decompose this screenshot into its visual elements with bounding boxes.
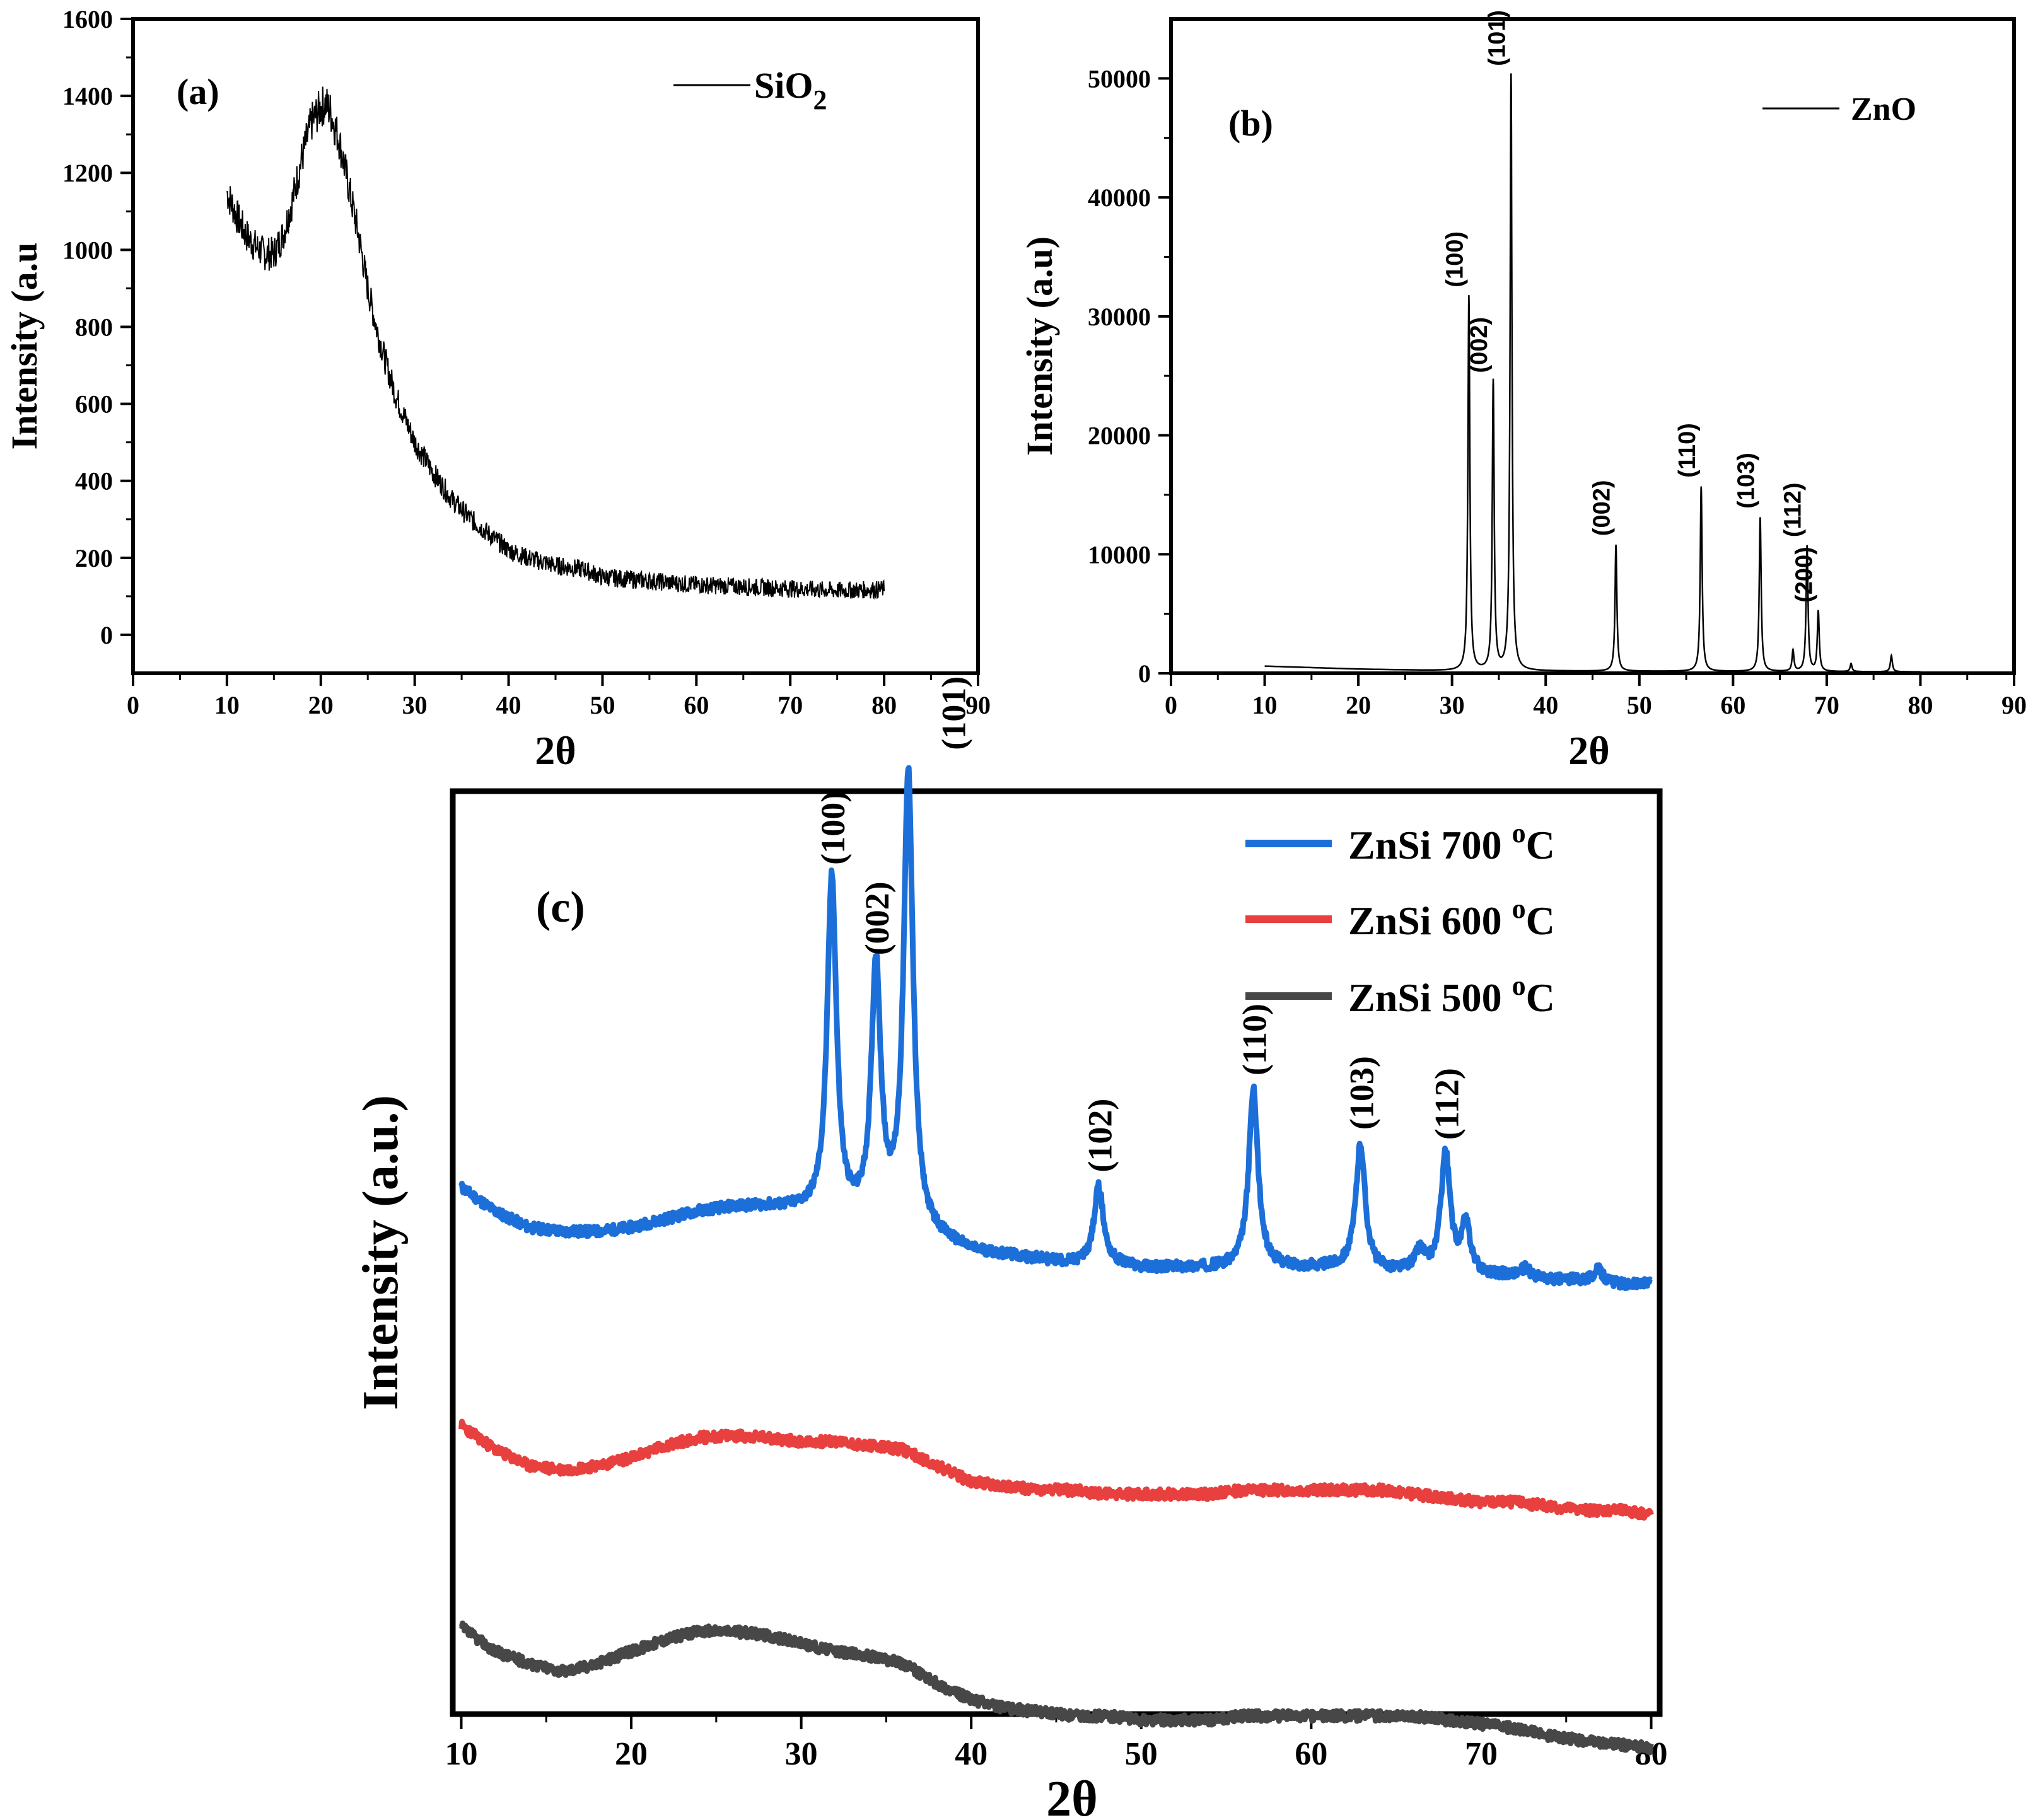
panel-b-peak-label: (103) — [1733, 453, 1759, 509]
panel-c-peak-label: (110) — [1236, 1004, 1274, 1075]
panel-a-y-tick-label: 0 — [100, 621, 113, 649]
panel-b-peak-label: (112) — [1780, 482, 1807, 537]
panel-b-x-tick-label: 10 — [1252, 691, 1278, 719]
panel-c-x-tick-label: 60 — [1295, 1736, 1327, 1772]
panel-a-y-tick-label: 1600 — [62, 5, 113, 33]
panel-b-x-tick-label: 20 — [1346, 691, 1371, 719]
panel-c-legend: ZnSi 700 oC ZnSi 600 oC ZnSi 500 oC — [1245, 818, 1555, 1020]
panel-c-peak-label: (100) — [814, 791, 852, 865]
panel-a-y-tick-label: 400 — [75, 467, 113, 496]
panel-b-peak-label: (200) — [1791, 547, 1818, 603]
panel-c-x-tick-label: 50 — [1125, 1736, 1158, 1772]
panel-b-y-ticks: 0 10000 20000 30000 40000 50000 — [1088, 64, 1171, 688]
panel-a-y-tick-label: 1000 — [62, 236, 113, 264]
panel-a-x-tick-label: 80 — [871, 691, 897, 719]
panel-c-legend-label: ZnSi 700 oC — [1348, 818, 1555, 867]
panel-b-x-tick-label: 80 — [1908, 691, 1933, 719]
panel-c-znsi-chart: 10 20 30 40 50 60 70 80 (100)(002) (101) (102) (11… — [353, 676, 1668, 1820]
panel-c-peak-label: (103) — [1343, 1056, 1381, 1130]
panel-b-peak-label: (002) — [1589, 480, 1616, 536]
panel-c-series-line — [458, 765, 1653, 1292]
panel-c-x-tick-label: 30 — [785, 1736, 818, 1772]
panel-b-x-axis-label: 2θ — [1568, 728, 1609, 773]
panel-a-x-tick-label: 30 — [402, 691, 428, 719]
panel-a-label: (a) — [177, 71, 219, 112]
panel-a-y-tick-label: 1400 — [62, 82, 113, 110]
panel-a-legend-label: SiO2 — [754, 65, 827, 115]
panel-c-peak-labels: (100)(002) (101) (102) (110) (103) (112) — [814, 676, 1465, 1173]
panel-a-x-tick-label: 40 — [496, 691, 521, 719]
panel-b-x-tick-label: 70 — [1814, 691, 1839, 719]
panel-c-peak-label: (101) — [935, 676, 973, 750]
panel-b-zno-line — [1264, 73, 1921, 673]
panel-c-peak-label: (002) — [858, 881, 896, 955]
panel-c-legend-label: ZnSi 600 oC — [1348, 893, 1555, 943]
panel-a-x-axis-label: 2θ — [535, 728, 576, 773]
panel-c-x-ticks: 10 20 30 40 50 60 70 80 — [445, 1714, 1668, 1772]
panel-a-x-tick-label: 10 — [214, 691, 240, 719]
panel-c-x-axis-label: 2θ — [1046, 1771, 1098, 1820]
panel-a-x-tick-label: 90 — [965, 691, 991, 719]
panel-a-x-tick-label: 50 — [590, 691, 615, 719]
panel-a-y-axis-label: Intensity (a.u — [4, 243, 45, 450]
panel-b-peak-label: (002) — [1466, 317, 1493, 373]
panel-a-sio2-chart: 0 10 20 30 40 50 60 70 80 90 0 200 400 600 800 1000 120… — [4, 5, 991, 773]
panel-b-y-tick-label: 10000 — [1088, 540, 1151, 569]
panel-b-peak-label: (101) — [1484, 10, 1510, 66]
panel-b-peak-label: (110) — [1674, 423, 1701, 478]
panel-b-x-tick-label: 50 — [1627, 691, 1652, 719]
panel-b-y-tick-label: 40000 — [1088, 183, 1151, 212]
panel-c-x-tick-label: 20 — [615, 1736, 648, 1772]
panel-b-x-tick-label: 0 — [1165, 691, 1177, 719]
panel-a-y-tick-label: 600 — [75, 390, 113, 419]
panel-a-y-ticks: 0 200 400 600 800 1000 1200 1400 1600 — [62, 5, 133, 649]
panel-b-y-tick-label: 0 — [1138, 659, 1151, 688]
panel-c-label: (c) — [536, 883, 585, 932]
panel-a-y-tick-label: 800 — [75, 313, 113, 341]
panel-a-y-tick-label: 1200 — [62, 159, 113, 187]
panel-c-x-tick-label: 70 — [1465, 1736, 1498, 1772]
panel-a-x-tick-label: 60 — [684, 691, 709, 719]
panel-b-x-ticks: 0 10 20 30 40 50 60 70 80 90 — [1165, 673, 2027, 719]
panel-b-peak-label: (100) — [1442, 231, 1468, 287]
panel-b-y-axis-label: Intensity (a.u) — [1019, 236, 1060, 456]
panel-b-zno-chart: 0 10 20 30 40 50 60 70 80 90 0 10000 20000 30000 4000… — [1019, 10, 2027, 773]
panel-c-series-line — [458, 1418, 1654, 1521]
panel-a-legend: SiO2 — [673, 65, 827, 115]
panel-a-y-tick-label: 200 — [75, 544, 113, 572]
panel-c-legend-label: ZnSi 500 oC — [1348, 970, 1555, 1020]
panel-b-peak-labels: (100) (002) (101) (002) (110) (103) (112) (200) — [1442, 10, 1817, 603]
panel-b-x-tick-label: 90 — [2001, 691, 2027, 719]
panel-a-x-ticks: 0 10 20 30 40 50 60 70 80 90 — [127, 673, 991, 719]
panel-c-x-tick-label: 10 — [445, 1736, 477, 1772]
panel-c-x-tick-label: 40 — [955, 1736, 987, 1772]
panel-b-y-tick-label: 50000 — [1088, 64, 1151, 93]
panel-c-peak-label: (112) — [1428, 1068, 1465, 1140]
panel-c-y-axis-label: Intensity (a.u.) — [353, 1095, 409, 1410]
panel-b-y-tick-label: 20000 — [1088, 422, 1151, 450]
panel-b-x-tick-label: 40 — [1533, 691, 1558, 719]
panel-c-series — [458, 765, 1654, 1756]
panel-a-sio2-line — [226, 86, 885, 600]
panel-b-series — [1264, 73, 1921, 673]
panel-a-x-tick-label: 70 — [778, 691, 803, 719]
panel-b-legend: ZnO — [1762, 91, 1916, 127]
panel-b-x-tick-label: 30 — [1440, 691, 1465, 719]
panel-c-series-line — [458, 1620, 1654, 1756]
panel-a-x-tick-label: 20 — [308, 691, 334, 719]
panel-b-y-tick-label: 30000 — [1088, 303, 1151, 331]
panel-b-label: (b) — [1228, 103, 1273, 144]
panel-a-plot-frame — [131, 17, 980, 675]
panel-a-series — [226, 86, 885, 600]
panel-a-x-tick-label: 0 — [127, 691, 139, 719]
panel-c-peak-label: (102) — [1081, 1099, 1119, 1173]
panel-b-legend-label: ZnO — [1851, 91, 1916, 127]
panel-b-x-tick-label: 60 — [1720, 691, 1745, 719]
